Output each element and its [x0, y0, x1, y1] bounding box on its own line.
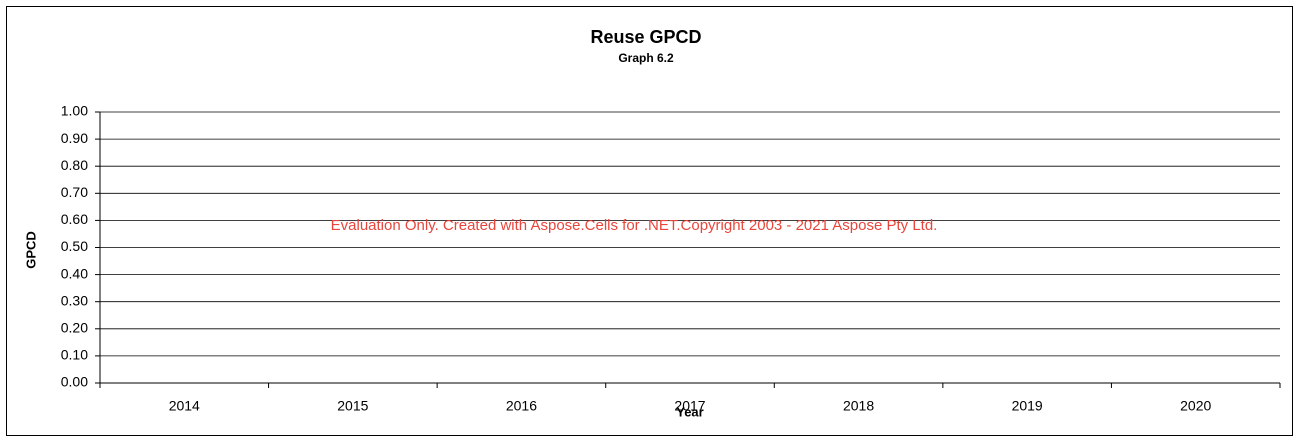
y-axis-label: GPCD: [23, 231, 38, 269]
watermark: Evaluation Only. Created with Aspose.Cel…: [331, 217, 938, 234]
y-tick-label: 0.40: [61, 265, 88, 281]
x-tick-label: 2019: [1012, 398, 1043, 414]
chart-border: [6, 6, 1293, 436]
y-tick-label: 0.30: [61, 292, 88, 308]
y-tick-label: 1.00: [61, 103, 88, 119]
y-tick-label: 0.70: [61, 184, 88, 200]
x-axis-label: Year: [676, 404, 703, 419]
y-tick-label: 0.00: [61, 374, 88, 390]
y-tick-label: 0.50: [61, 238, 88, 254]
x-tick-label: 2020: [1180, 398, 1211, 414]
y-tick-label: 0.10: [61, 347, 88, 363]
x-tick-label: 2017: [674, 398, 705, 414]
chart-subtitle: Graph 6.2: [618, 51, 674, 65]
y-tick-label: 0.60: [61, 211, 88, 227]
x-tick-label: 2014: [169, 398, 200, 414]
y-tick-label: 0.20: [61, 320, 88, 336]
x-tick-label: 2018: [843, 398, 874, 414]
chart-title: Reuse GPCD: [590, 27, 701, 47]
y-tick-label: 0.80: [61, 157, 88, 173]
x-tick-label: 2015: [337, 398, 368, 414]
y-tick-label: 0.90: [61, 130, 88, 146]
x-tick-label: 2016: [506, 398, 537, 414]
